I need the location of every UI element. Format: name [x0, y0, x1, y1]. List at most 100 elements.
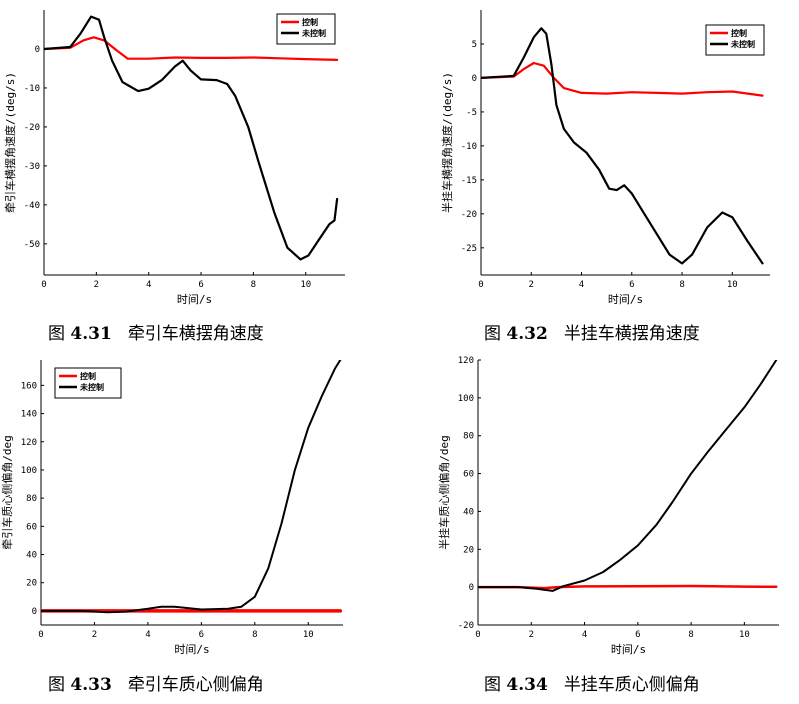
y-tick-label: -15: [461, 176, 477, 186]
chart-2: 0 2 4 6 8 10 5 0 -5 -10 -15 -20 -25 时间/s 半挂车横摆角速度/(deg…: [440, 10, 770, 344]
legend-box: [54, 367, 122, 399]
x-tick-label: 4: [146, 280, 151, 290]
x-tick-label: 10: [739, 630, 750, 640]
figure-caption: 图 4.31 牵引车横摆角速度: [48, 324, 264, 344]
x-axis-label: 时间/s: [608, 293, 643, 306]
legend-label: 控制: [302, 17, 318, 27]
y-tick-label: 80: [463, 432, 474, 442]
series-line-uncontrolled: [481, 27, 764, 265]
caption-title: 半挂车横摆角速度: [564, 324, 700, 344]
y-tick-label: -30: [24, 162, 40, 172]
y-tick-label: -10: [24, 84, 40, 94]
x-tick-label: 4: [582, 630, 587, 640]
x-tick-label: 6: [198, 280, 203, 290]
caption-figure-word: 图: [484, 324, 506, 344]
figure-caption: 图 4.33 牵引车质心侧偏角: [48, 675, 264, 695]
legend-box: [705, 24, 765, 56]
legend-label: 未控制: [79, 382, 104, 392]
y-tick-label: 140: [21, 410, 37, 420]
x-tick-label: 10: [727, 280, 738, 290]
x-tick-label: 8: [688, 630, 693, 640]
y-tick-label: -10: [461, 142, 477, 152]
caption-figure-word: 图: [48, 675, 70, 695]
y-tick-label: 0: [469, 583, 474, 593]
x-tick-label: 2: [94, 280, 99, 290]
y-tick-label: 60: [463, 470, 474, 480]
x-axis-label: 时间/s: [611, 643, 646, 656]
figure-caption: 图 4.32 半挂车横摆角速度: [484, 324, 700, 344]
caption-number: 4.34: [506, 675, 548, 695]
series-line-uncontrolled: [478, 360, 778, 592]
y-tick-label: 0: [472, 74, 477, 84]
chart-3: 0 2 4 6 8 10020406080100120140160时间/s牵引车质心侧偏角…: [0, 360, 343, 695]
y-tick-label: -40: [24, 201, 40, 211]
y-axis-label: 牵引车横摆角速度/(deg/s): [3, 72, 17, 213]
x-axis-label: 时间/s: [174, 643, 209, 656]
x-tick-label: 2: [529, 630, 534, 640]
series-line-controlled: [44, 36, 339, 61]
y-tick-label: -20: [458, 621, 474, 631]
x-tick-label: 8: [251, 280, 256, 290]
y-tick-label: 5: [472, 40, 477, 50]
legend-label: 未控制: [301, 28, 326, 38]
x-tick-label: 8: [679, 280, 684, 290]
y-tick-label: 120: [458, 356, 474, 366]
y-axis-label: 牵引车质心侧偏角/deg: [0, 435, 14, 550]
caption-number: 4.32: [506, 324, 547, 344]
y-tick-label: 60: [26, 522, 37, 532]
x-tick-label: 2: [529, 280, 534, 290]
chart-1: 0 2 4 6 8 10 0 -10 -20 -30 -40 -50 时间/s 牵引车横摆角速度/(deg…: [3, 10, 345, 344]
figure-caption: 图 4.34 半挂车质心侧偏角: [484, 675, 700, 695]
legend-label: 未控制: [730, 39, 755, 49]
x-tick-label: 6: [629, 280, 634, 290]
caption-title: 牵引车质心侧偏角: [128, 675, 264, 695]
x-tick-label: 2: [92, 630, 97, 640]
legend-label: 控制: [731, 28, 747, 38]
y-tick-label: 20: [26, 579, 37, 589]
y-tick-label: 160: [21, 381, 37, 391]
y-tick-label: -25: [461, 244, 477, 254]
series-line-uncontrolled: [41, 360, 342, 614]
x-tick-label: 4: [145, 630, 150, 640]
x-tick-label: 10: [300, 280, 311, 290]
x-tick-label: 0: [38, 630, 43, 640]
x-tick-label: 0: [478, 280, 483, 290]
y-tick-label: 40: [463, 507, 474, 517]
x-tick-label: 0: [41, 280, 46, 290]
caption-number: 4.33: [70, 675, 111, 695]
y-tick-label: -20: [24, 123, 40, 133]
y-axis-label: 半挂车质心侧偏角/deg: [437, 435, 451, 550]
caption-number: 4.31: [70, 324, 111, 344]
y-tick-label: 120: [21, 438, 37, 448]
y-tick-label: 40: [26, 551, 37, 561]
y-tick-label: 100: [458, 394, 474, 404]
y-tick-label: -50: [24, 240, 40, 250]
x-tick-label: 4: [579, 280, 584, 290]
caption-title: 牵引车横摆角速度: [128, 324, 264, 344]
chart-4: 0 2 4 6 8 10120100806040200-20时间/s半挂车质心侧偏角/de…: [437, 356, 779, 695]
y-tick-label: -5: [466, 108, 477, 118]
x-axis-label: 时间/s: [177, 293, 212, 306]
caption-figure-word: 图: [484, 675, 506, 695]
y-tick-label: 0: [35, 45, 40, 55]
y-tick-label: 0: [32, 607, 37, 617]
y-axis-label: 半挂车横摆角速度/(deg/s): [440, 72, 454, 213]
legend-box: [276, 13, 336, 45]
x-tick-label: 6: [199, 630, 204, 640]
caption-figure-word: 图: [48, 324, 70, 344]
caption-title: 半挂车质心侧偏角: [564, 675, 700, 695]
y-tick-label: 20: [463, 545, 474, 555]
x-tick-label: 10: [303, 630, 314, 640]
y-tick-label: 100: [21, 466, 37, 476]
x-tick-label: 0: [475, 630, 480, 640]
x-tick-label: 8: [252, 630, 257, 640]
series-line-controlled: [481, 61, 764, 97]
series-line-uncontrolled: [44, 15, 339, 261]
x-tick-label: 6: [635, 630, 640, 640]
y-tick-label: 80: [26, 494, 37, 504]
y-tick-label: -20: [461, 210, 477, 220]
